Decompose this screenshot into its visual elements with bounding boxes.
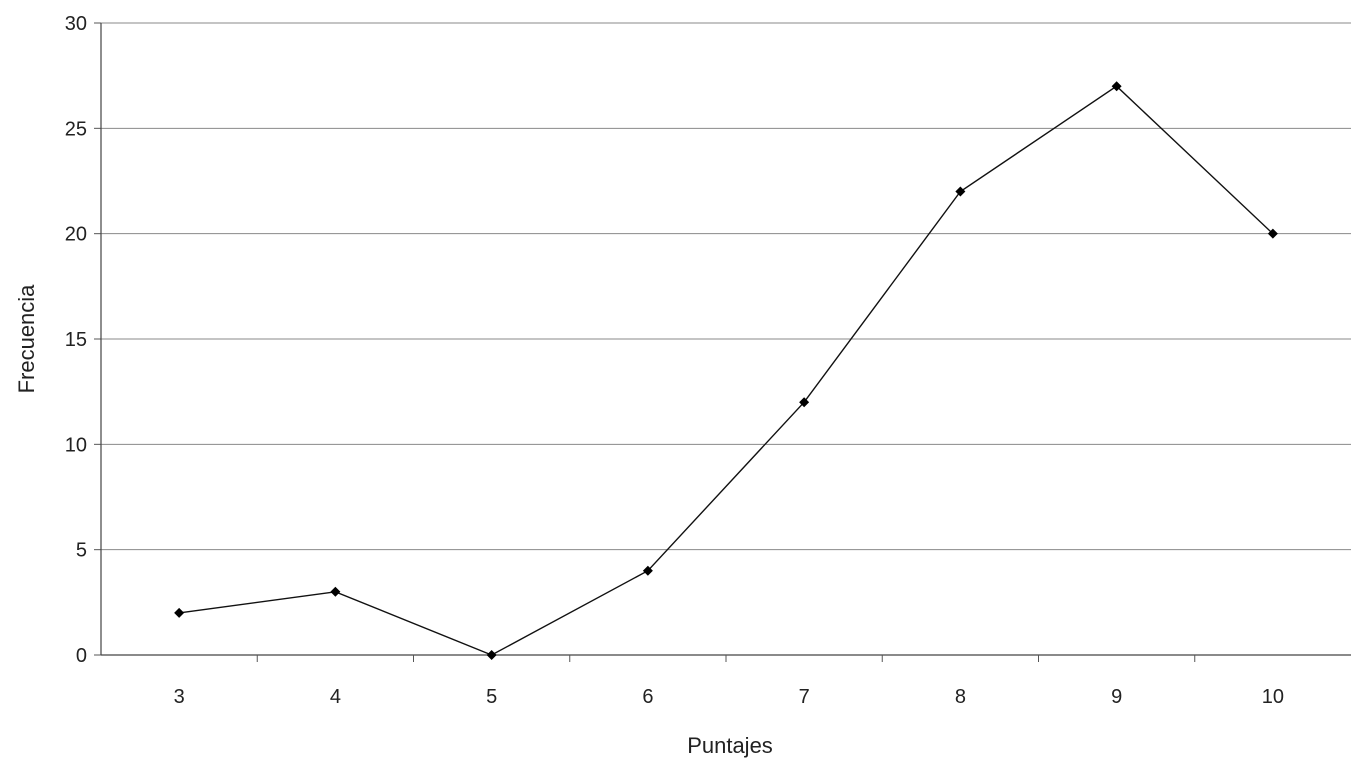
x-tick-label: 3 — [174, 686, 185, 708]
x-tick-label: 6 — [642, 686, 653, 708]
x-tick-label: 4 — [330, 686, 341, 708]
x-tick-label: 5 — [486, 686, 497, 708]
data-point-marker — [174, 607, 185, 618]
y-tick-labels: 0 5 10 15 20 25 30 — [65, 13, 87, 667]
gridlines — [101, 22, 1351, 551]
x-tick-label: 9 — [1111, 686, 1122, 708]
x-tick-labels: 3 4 5 6 7 8 9 10 — [174, 686, 1284, 708]
series-line — [179, 85, 1274, 656]
data-point-marker — [330, 586, 341, 597]
data-point-marker — [955, 186, 966, 197]
y-tick-label: 25 — [65, 118, 87, 140]
y-axis-title: Frecuencia — [14, 284, 39, 394]
data-point-marker — [642, 565, 653, 576]
y-tick-label: 0 — [76, 645, 87, 667]
x-tick-label: 7 — [799, 686, 810, 708]
series-frecuencia — [174, 81, 1278, 660]
data-point-marker — [1111, 81, 1122, 92]
y-tick-label: 5 — [76, 540, 87, 562]
data-point-marker — [1267, 228, 1278, 239]
y-tick-label: 30 — [65, 13, 87, 35]
x-tick-label: 8 — [955, 686, 966, 708]
data-point-marker — [799, 397, 810, 408]
x-tick-label: 10 — [1262, 686, 1284, 708]
axes — [94, 22, 1351, 662]
y-tick-label: 20 — [65, 224, 87, 246]
y-tick-label: 15 — [65, 329, 87, 351]
data-point-marker — [486, 650, 497, 660]
y-tick-label: 10 — [65, 434, 87, 456]
x-axis-title: Puntajes — [687, 733, 773, 758]
